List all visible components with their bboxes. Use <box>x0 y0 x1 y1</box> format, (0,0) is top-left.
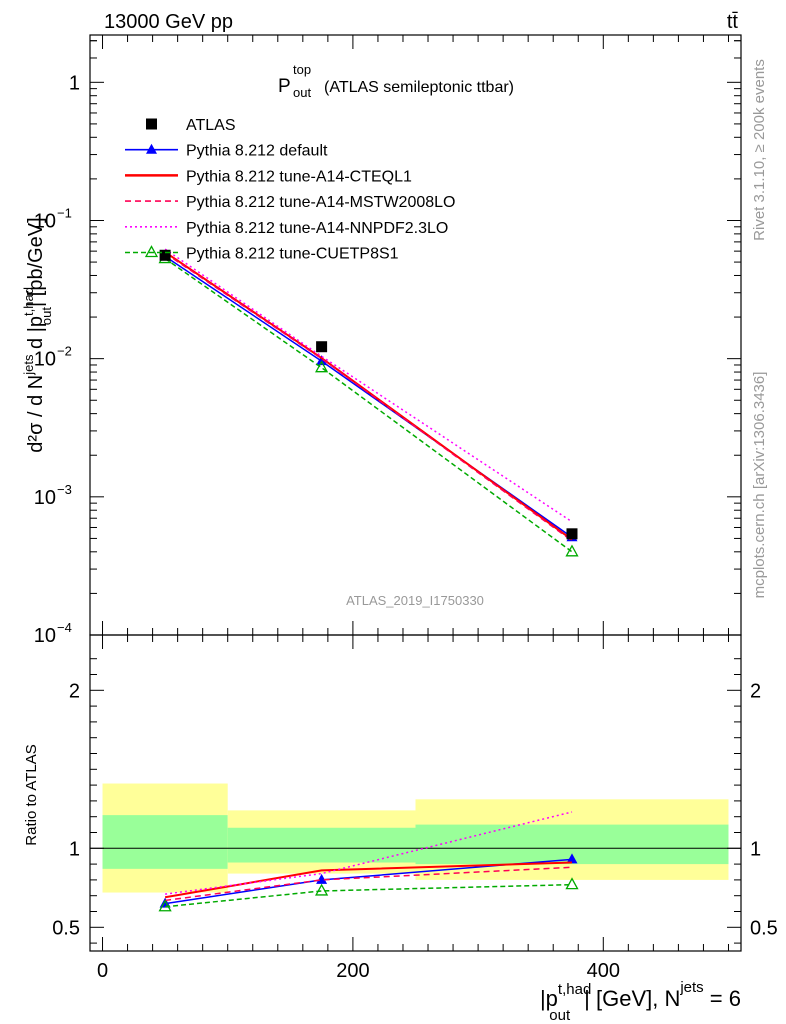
main-title-subscript: out <box>293 85 311 100</box>
ratio-series-line <box>164 861 573 899</box>
ratio-y-axis-label: Ratio to ATLAS <box>23 744 40 845</box>
x-label-part: out <box>549 1007 571 1024</box>
main-panel-ticks: 110−110−210−310−4 <box>34 35 741 647</box>
ratio-series-point <box>315 883 329 896</box>
atlas-data-point <box>316 341 328 353</box>
main-title-rest: (ATLAS semileptonic ttbar) <box>324 79 514 96</box>
x-label-part: | [GeV], N <box>584 986 680 1011</box>
ratio-series-line <box>165 866 573 902</box>
analysis-id: ATLAS_2019_I1750330 <box>346 593 484 608</box>
ratio-band-green <box>102 815 228 869</box>
main-title: P top out (ATLAS semileptonic ttbar) <box>278 62 514 100</box>
x-tick-label: 200 <box>336 960 369 982</box>
legend-label: Pythia 8.212 default <box>186 143 328 160</box>
y-label-part: out <box>39 307 54 325</box>
y-label-part: t,had <box>21 287 36 316</box>
ratio-series-point <box>316 873 328 884</box>
main-series-line <box>164 257 573 553</box>
legend-entry: Pythia 8.212 default <box>125 143 328 160</box>
mcplots-label: mcplots.cern.ch [arXiv:1306.3436] <box>751 372 768 599</box>
legend-marker <box>146 118 157 130</box>
y-label-part: jets <box>21 354 36 376</box>
ratio-uncertainty-bands <box>90 783 741 893</box>
main-series-line <box>164 252 573 542</box>
ratio-series-line <box>165 883 573 908</box>
legend: ATLAS Pythia 8.212 default Pythia 8.212 tu… <box>125 117 455 263</box>
y-tick-label: 10 <box>34 349 56 371</box>
y-tick-label: 1 <box>69 72 80 94</box>
x-label-part: t,had <box>558 981 591 998</box>
legend-entry: Pythia 8.212 tune-A14-NNPDF2.3LO <box>125 220 448 237</box>
x-axis-label: |pt,had out | [GeV], Njets = 6 <box>540 979 741 1024</box>
x-tick-label: 0 <box>97 960 108 982</box>
main-y-axis-label: d²σ / d Njets d |pt,hadout| [pb/GeV] <box>21 217 54 452</box>
ratio-y-tick-label-right: 1 <box>750 838 761 860</box>
y-tick-label-exponent: −3 <box>57 482 72 497</box>
ratio-panel-series <box>158 811 579 912</box>
legend-entry: Pythia 8.212 tune-A14-MSTW2008LO <box>125 194 455 211</box>
ratio-y-tick-label: 1 <box>69 838 80 860</box>
legend-marker <box>146 143 157 154</box>
legend-label: Pythia 8.212 tune-A14-NNPDF2.3LO <box>186 220 448 237</box>
atlas-data-point <box>566 528 578 540</box>
main-series-line <box>164 248 573 523</box>
y-tick-label-exponent: −4 <box>57 620 72 635</box>
y-tick-label-exponent: −1 <box>57 205 72 220</box>
header-right: tt̄ <box>727 11 739 33</box>
legend-marker <box>144 245 159 258</box>
legend-entry-atlas: ATLAS <box>146 117 236 134</box>
y-tick-label: 10 <box>34 625 56 647</box>
legend-label: Pythia 8.212 tune-A14-CTEQL1 <box>186 168 412 185</box>
ratio-panel-ticks: 0 200 400 0.5 0.5 1 1 2 2 <box>52 635 778 982</box>
ratio-y-tick-label-right: 2 <box>750 680 761 702</box>
ratio-series-point <box>565 877 579 890</box>
x-label-part: = 6 <box>704 986 741 1011</box>
legend-label: ATLAS <box>186 117 236 134</box>
rivet-version-label: Rivet 3.1.10, ≥ 200k events <box>751 59 768 241</box>
main-title-letter: P <box>278 76 291 97</box>
ratio-series-point <box>566 853 578 864</box>
main-series-point <box>565 544 579 557</box>
header-left: 13000 GeV pp <box>104 11 233 33</box>
ratio-y-tick-label: 2 <box>69 680 80 702</box>
legend-entry: Pythia 8.212 tune-CUETP8S1 <box>125 245 399 263</box>
ratio-series-point <box>158 899 172 912</box>
ratio-y-tick-label-right: 0.5 <box>750 917 778 939</box>
main-series-point <box>316 355 328 366</box>
legend-entry: Pythia 8.212 tune-A14-CTEQL1 <box>125 168 412 185</box>
main-series-point <box>315 360 329 373</box>
y-label-part: d |p <box>25 316 47 355</box>
legend-label: Pythia 8.212 tune-A14-MSTW2008LO <box>186 194 455 211</box>
x-label-part: jets <box>679 979 703 996</box>
y-label-part: d²σ / d N <box>25 375 47 453</box>
y-label-part: | [pb/GeV] <box>25 217 47 307</box>
y-tick-label: 10 <box>34 210 56 232</box>
y-tick-label: 10 <box>34 487 56 509</box>
main-panel-series <box>158 248 579 557</box>
ratio-panel-frame <box>89 634 742 952</box>
legend-label: Pythia 8.212 tune-CUETP8S1 <box>186 246 399 263</box>
atlas-data-points <box>159 249 578 540</box>
y-tick-label-exponent: −2 <box>57 344 72 359</box>
x-label-part: |p <box>540 986 558 1011</box>
ratio-y-tick-label: 0.5 <box>52 917 80 939</box>
atlas-data-point <box>159 249 171 261</box>
x-tick-label: 400 <box>587 960 620 982</box>
ratio-band-green <box>227 827 416 863</box>
main-title-superscript: top <box>293 62 311 77</box>
